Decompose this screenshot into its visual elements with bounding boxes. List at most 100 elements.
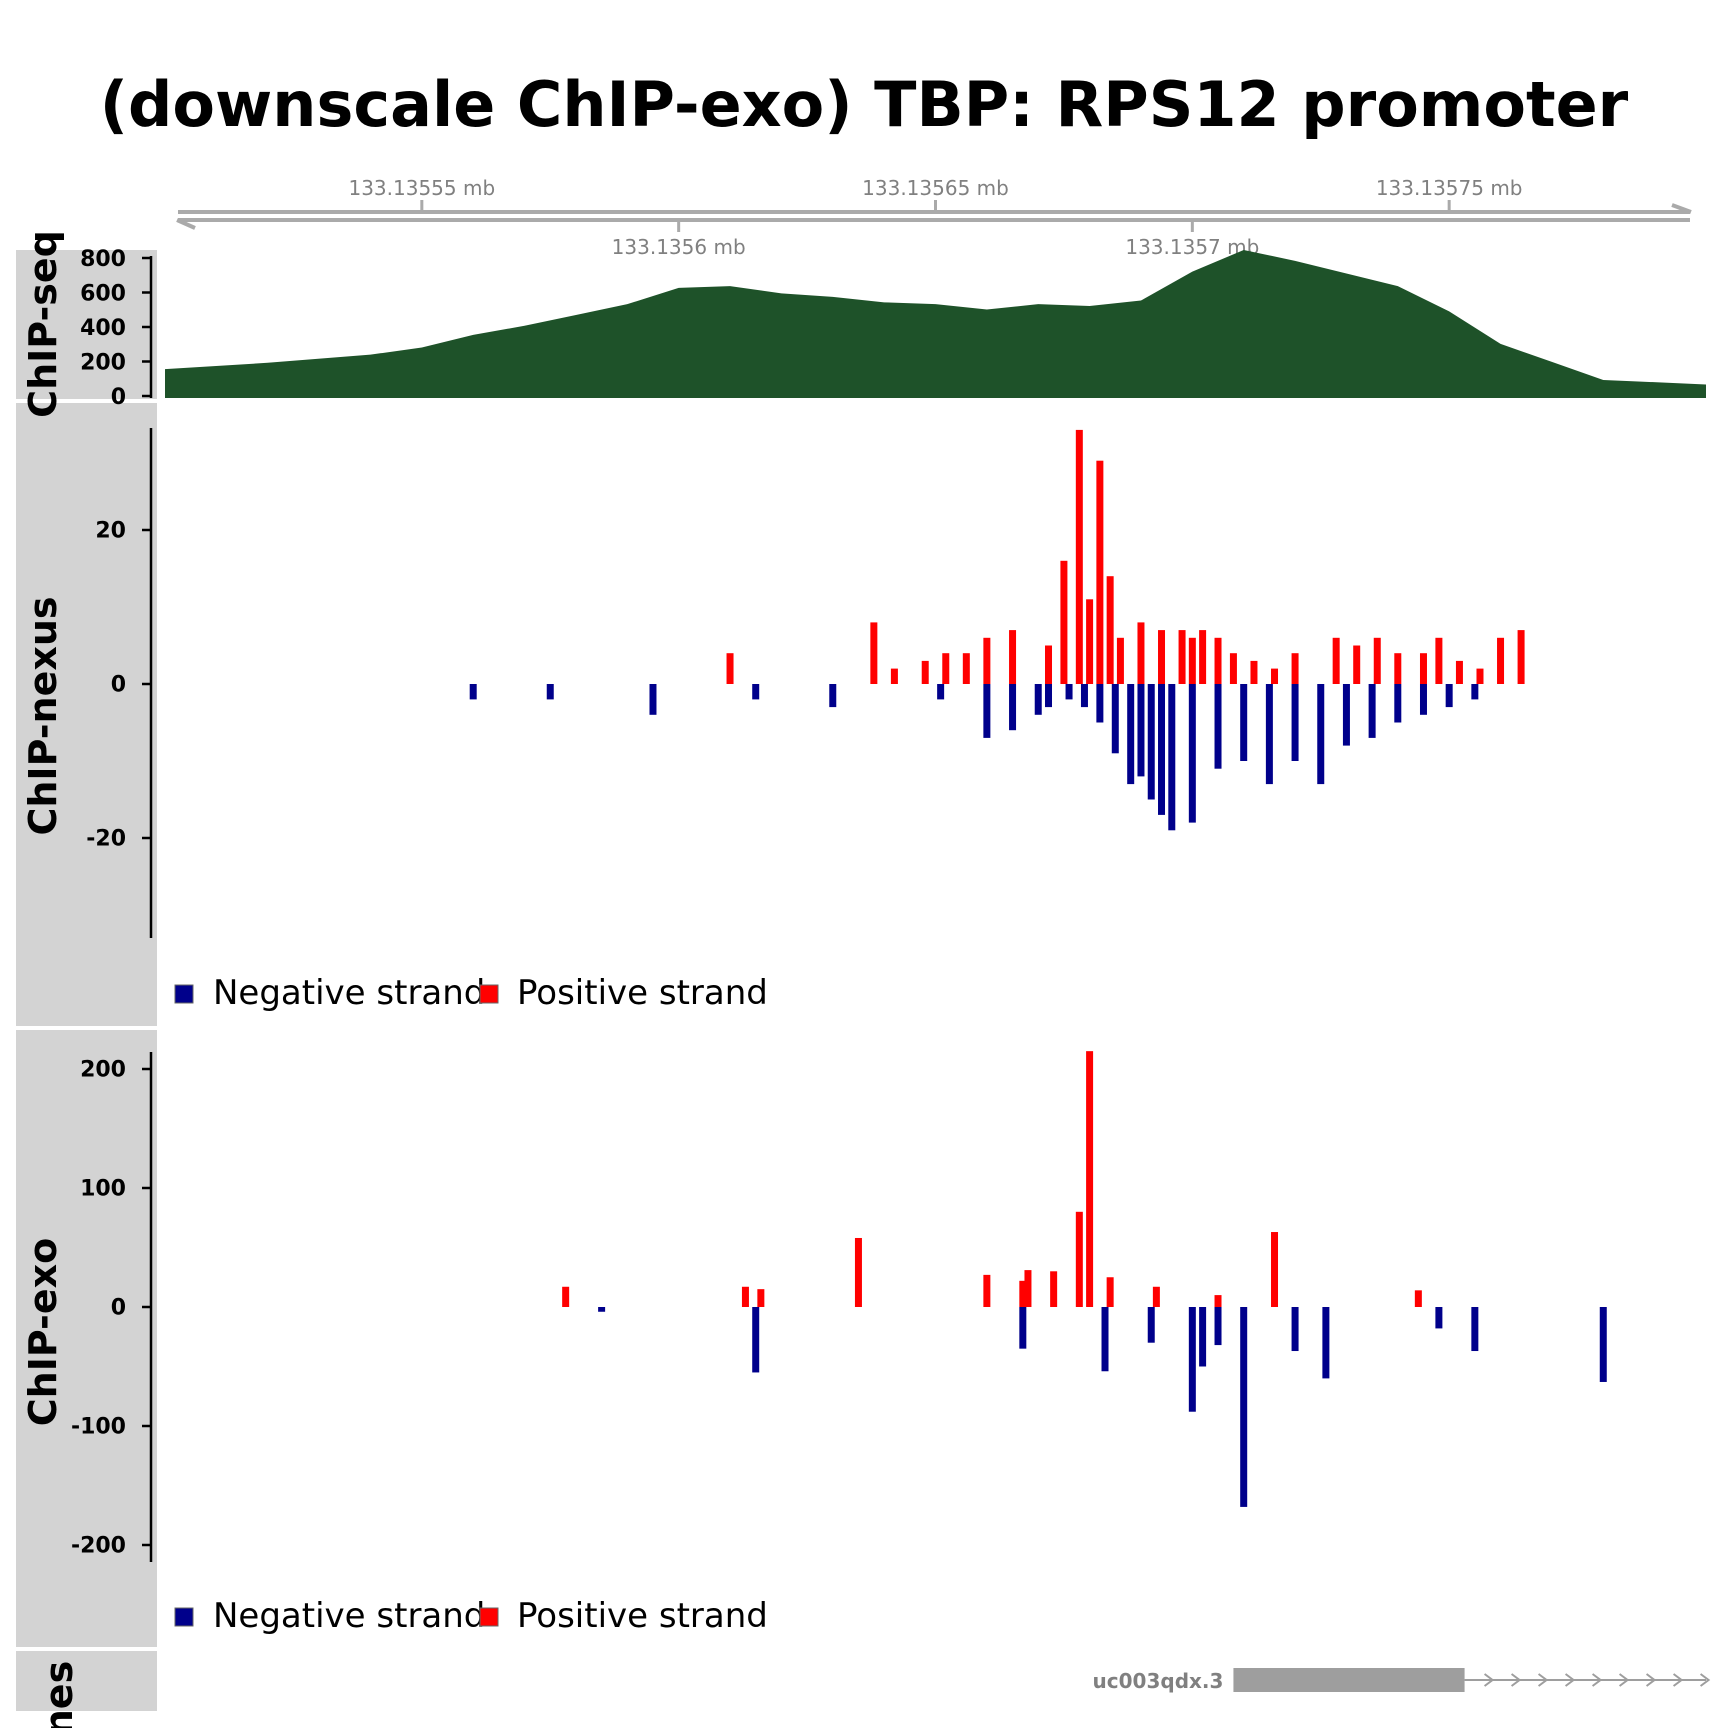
genome-axis: 133.13555 mb 133.13565 mb 133.13575 mb 133.… (176, 176, 1692, 259)
y-axis-tick-label: 600 (80, 282, 126, 307)
bar-positive (983, 637, 991, 684)
bar-positive (1250, 660, 1258, 684)
axis-arrow-left (176, 218, 196, 230)
legend-label-positive: Positive strand (517, 1596, 768, 1636)
bar-negative (1158, 684, 1166, 815)
bar-negative (1214, 1307, 1222, 1346)
figure-title: (downscale ChIP-exo) TBP: RPS12 promoter (100, 68, 1629, 141)
bar-negative (1240, 684, 1248, 761)
axis-tick-label-upper: 133.13565 mb (862, 176, 1009, 200)
bar-negative (983, 684, 991, 738)
y-axis-tick-label: 0 (111, 385, 126, 410)
y-axis-tick-label: 20 (95, 519, 126, 544)
track-chipseq: 0 200 400 600 800 ChIP-seq (21, 230, 1706, 418)
bar-negative (1599, 1307, 1607, 1382)
bar-positive (1497, 637, 1505, 684)
y-axis-tick-label: 100 (80, 1177, 126, 1202)
bar-negative (1080, 684, 1088, 708)
panel-chipnexus-bg (16, 403, 157, 1026)
track-genes: uc003qdx.3 Genes (37, 1661, 1711, 1728)
y-axis-tick-label: 0 (111, 673, 126, 698)
bar-positive (1158, 630, 1166, 684)
bar-negative (1471, 684, 1479, 700)
bar-negative (1019, 1307, 1027, 1349)
legend-swatch-positive (479, 1607, 499, 1627)
chipseq-area (165, 250, 1706, 398)
bar-positive (1353, 645, 1361, 684)
bar-negative (752, 684, 760, 700)
gene-strand-arrow (1645, 1673, 1657, 1687)
axis-tick-label-lower: 133.1356 mb (612, 235, 746, 259)
bar-positive (1476, 668, 1484, 684)
legend-label-negative: Negative strand (213, 973, 485, 1013)
legend-label-positive: Positive strand (517, 973, 768, 1013)
gene-strand-arrow (1510, 1673, 1522, 1687)
bar-negative (752, 1307, 760, 1373)
bar-positive (870, 622, 878, 684)
bar-negative (1188, 1307, 1196, 1412)
track-label: ChIP-exo (21, 1238, 65, 1426)
track-label-genes: Genes (37, 1661, 81, 1728)
bar-negative (1394, 684, 1402, 723)
y-axis-tick-label: 0 (111, 1296, 126, 1321)
panel-genes-bg (16, 1651, 157, 1711)
bar-positive (1075, 429, 1083, 684)
bar-positive (1019, 1280, 1027, 1307)
bar-positive (1096, 460, 1104, 684)
bar-positive (562, 1286, 570, 1307)
bar-positive (921, 660, 929, 684)
bar-negative (1199, 1307, 1207, 1367)
bar-negative (1435, 1307, 1443, 1329)
track-label-chipseq: ChIP-seq (21, 230, 65, 418)
bar-positive (1517, 630, 1525, 684)
bar-positive (726, 653, 734, 684)
gene-strand-arrow (1564, 1673, 1576, 1687)
bar-negative (1127, 684, 1135, 785)
bar-positive (983, 1274, 991, 1307)
y-axis-tick-label: 800 (80, 247, 126, 272)
bar-negative (1291, 1307, 1299, 1352)
bar-negative (1147, 1307, 1155, 1343)
bar-negative (1342, 684, 1350, 746)
bar-positive (890, 668, 898, 684)
bar-negative (1147, 684, 1155, 800)
bar-positive (1009, 630, 1017, 684)
bar-positive (1373, 637, 1381, 684)
legend-swatch-negative (174, 1607, 194, 1627)
bar-positive (1024, 1270, 1032, 1307)
axis-tick-label-upper: 133.13575 mb (1376, 176, 1523, 200)
gene-transcript-label: uc003qdx.3 (1093, 1669, 1224, 1693)
bar-positive (1178, 630, 1186, 684)
bar-positive (1414, 1290, 1422, 1307)
bar-positive (1050, 1271, 1058, 1307)
bar-positive (1106, 1277, 1114, 1307)
panel-chipexo-bg (16, 1030, 157, 1647)
bar-positive (942, 653, 950, 684)
bar-negative (1065, 684, 1073, 700)
bar-positive (1152, 1286, 1160, 1307)
y-axis-tick-label: -20 (86, 827, 126, 852)
bar-negative (469, 684, 477, 700)
gene-exon (1233, 1668, 1465, 1692)
bar-negative (1009, 684, 1017, 731)
bar-positive (757, 1289, 765, 1307)
bar-positive (1106, 576, 1114, 684)
bar-positive (1045, 645, 1053, 684)
track-label: ChIP-nexus (21, 596, 65, 835)
bar-positive (962, 653, 970, 684)
bar-negative (546, 684, 554, 700)
bar-positive (1060, 560, 1068, 684)
legend-swatch-negative (174, 984, 194, 1004)
bar-negative (1471, 1307, 1479, 1352)
bar-negative (598, 1307, 606, 1312)
bar-positive (1086, 599, 1094, 684)
bar-positive (1229, 653, 1237, 684)
bar-positive (1075, 1211, 1083, 1307)
track-chipnexus: -20 0 20 Negative strand Positive strand ChIP… (21, 428, 1525, 1013)
bar-negative (829, 684, 837, 708)
bar-negative (1317, 684, 1325, 785)
bar-positive (1394, 653, 1402, 684)
y-axis-tick-label: 200 (80, 351, 126, 376)
bar-positive (1332, 637, 1340, 684)
